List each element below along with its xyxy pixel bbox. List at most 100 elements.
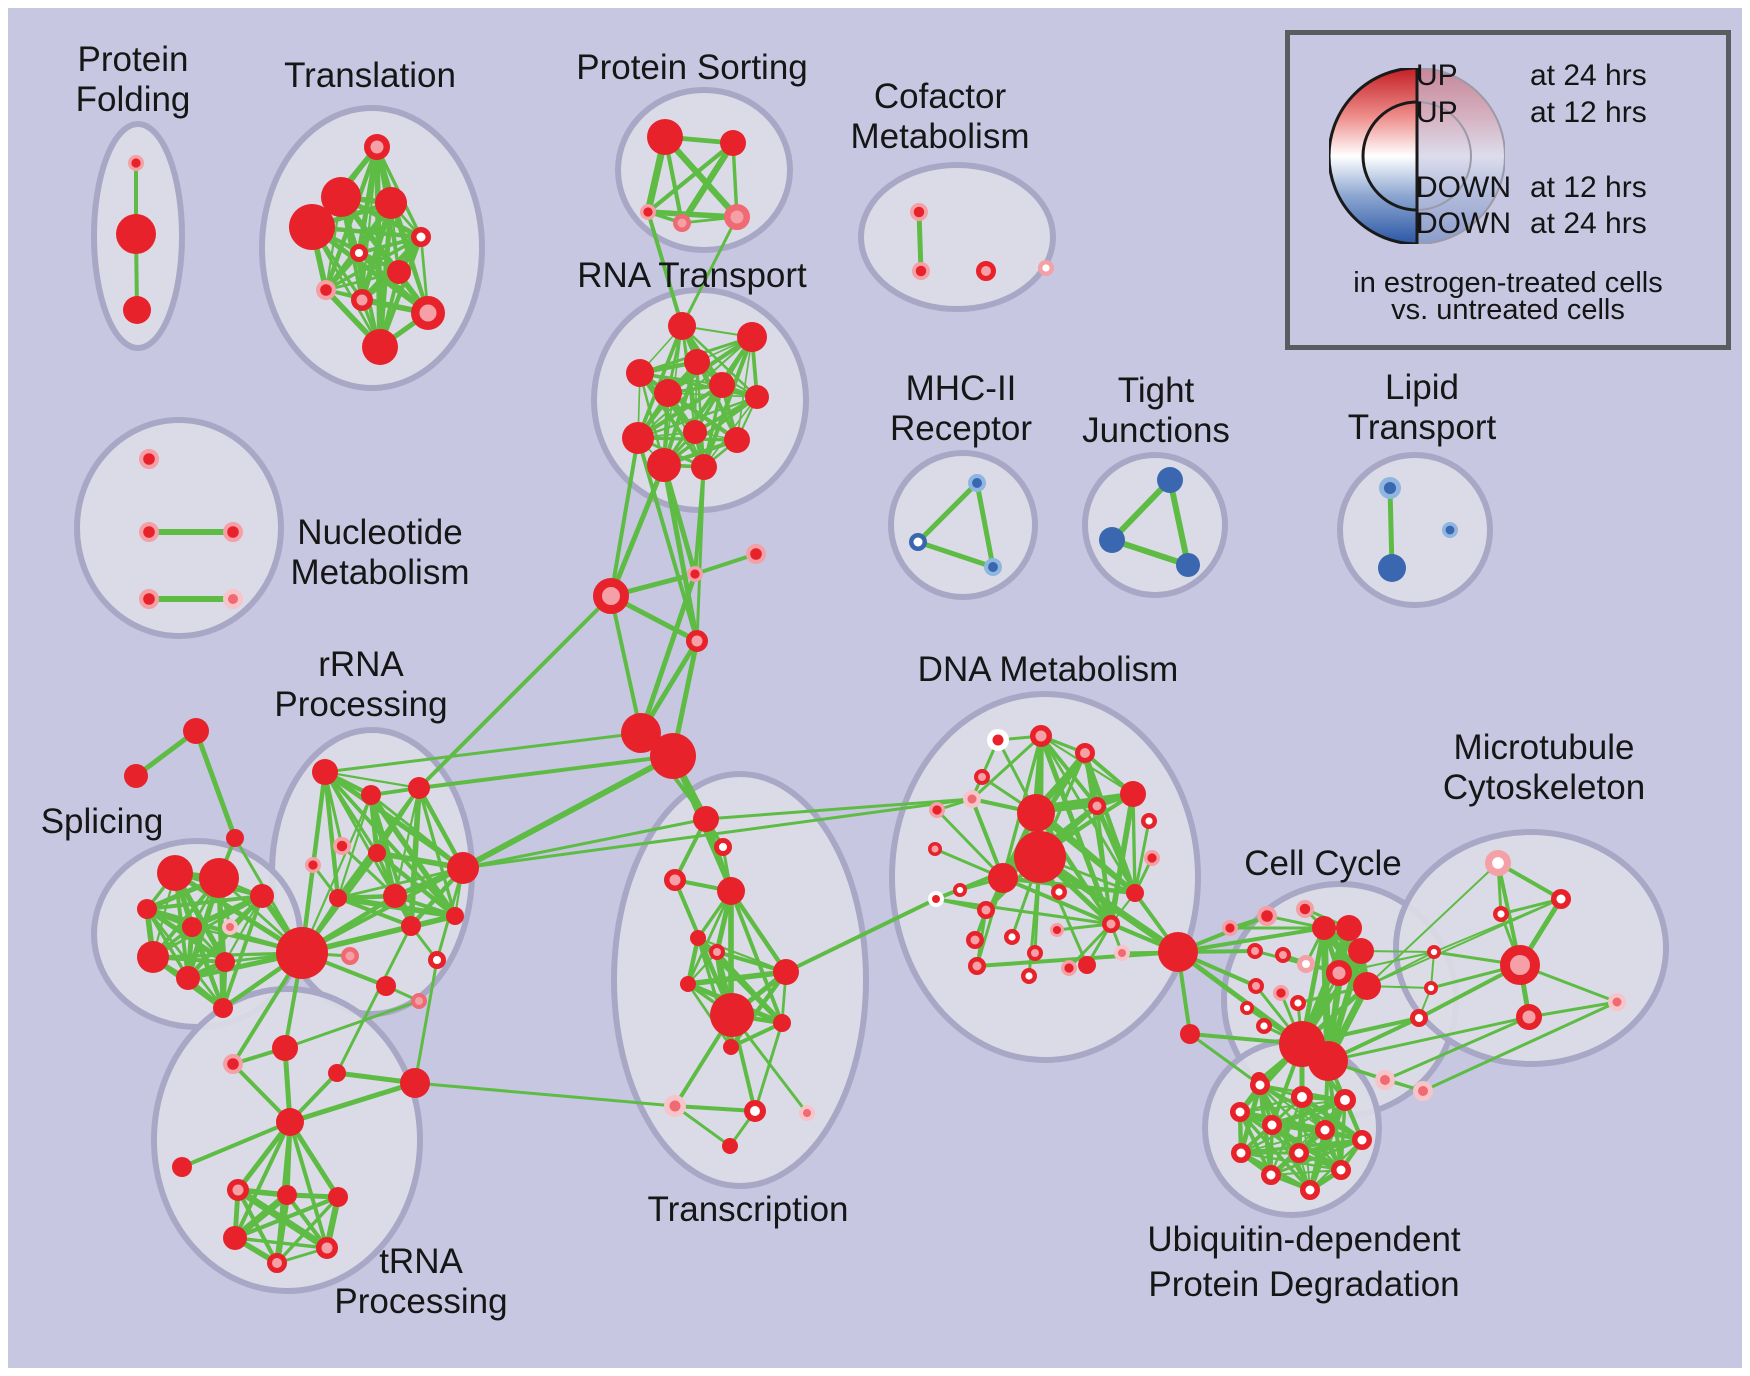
- node-82: [215, 952, 235, 972]
- edge: [336, 866, 465, 900]
- edge: [417, 786, 457, 918]
- edge: [299, 913, 458, 956]
- edge: [223, 894, 264, 964]
- node-67: [341, 947, 359, 965]
- cluster-label-cofactor-metabolism-line1: Cofactor: [873, 77, 1007, 116]
- edge: [935, 808, 1005, 880]
- node-23: [139, 449, 160, 470]
- node-97: [713, 837, 732, 856]
- edge: [645, 209, 740, 220]
- cluster-lipid-transport: [1337, 452, 1493, 608]
- edge: [374, 850, 458, 919]
- node-64: [401, 916, 421, 936]
- node-72: [124, 764, 148, 788]
- edge: [704, 797, 974, 821]
- edge: [753, 1021, 784, 1113]
- cluster-label-protein-folding-line2: Folding: [75, 80, 191, 119]
- edge: [695, 465, 706, 643]
- node-69: [411, 993, 427, 1009]
- node-169: [1250, 1075, 1270, 1095]
- node-96: [693, 806, 719, 832]
- edge: [151, 894, 264, 959]
- node-74: [157, 855, 193, 891]
- node-2: [123, 296, 151, 324]
- node-128: [1049, 922, 1064, 937]
- node-102: [680, 976, 696, 992]
- edge: [1175, 949, 1305, 1047]
- edge: [300, 793, 373, 955]
- node-103: [773, 959, 799, 985]
- node-162: [1492, 906, 1509, 923]
- node-73: [226, 829, 244, 847]
- node-59: [304, 856, 321, 873]
- edge: [638, 371, 706, 469]
- node-166: [1500, 945, 1540, 985]
- edge: [287, 1119, 341, 1200]
- node-142: [1336, 915, 1362, 941]
- node-19: [910, 202, 929, 221]
- edge: [729, 889, 784, 1025]
- node-92: [328, 1187, 348, 1207]
- node-110: [963, 790, 981, 808]
- edge: [145, 894, 264, 911]
- edge: [686, 889, 733, 986]
- edge: [715, 950, 784, 1025]
- cluster-label-rna-transport-line1: RNA Transport: [577, 256, 807, 295]
- node-172: [1334, 1089, 1357, 1112]
- node-35: [1378, 554, 1406, 582]
- node-46: [724, 427, 750, 453]
- node-184: [1061, 959, 1078, 976]
- node-150: [1273, 984, 1290, 1001]
- cluster-label-protein-folding-line1: Protein: [77, 40, 189, 79]
- node-152: [1255, 1018, 1272, 1035]
- node-0: [127, 154, 144, 171]
- edge: [323, 770, 457, 918]
- node-136: [1078, 956, 1096, 974]
- node-51: [745, 543, 766, 564]
- node-12: [411, 296, 445, 330]
- node-125: [1050, 884, 1067, 901]
- node-177: [1289, 1143, 1309, 1163]
- legend-note-line2: vs. untreated cells: [1391, 294, 1625, 326]
- cluster-label-cell-cycle-line1: Cell Cycle: [1244, 844, 1402, 883]
- node-121: [988, 863, 1018, 893]
- node-101: [709, 944, 725, 960]
- node-120: [1014, 831, 1066, 883]
- node-104: [710, 993, 754, 1037]
- edge: [235, 1187, 280, 1266]
- node-90: [227, 1179, 249, 1201]
- node-43: [745, 385, 769, 409]
- cluster-label-translation-line1: Translation: [284, 56, 456, 95]
- node-49: [593, 578, 629, 614]
- edge: [340, 844, 397, 898]
- edge: [193, 728, 238, 841]
- node-40: [626, 359, 654, 387]
- node-54: [650, 733, 696, 779]
- node-113: [1030, 725, 1052, 747]
- node-111: [928, 891, 944, 907]
- cluster-label-lipid-transport-line1: Lipid: [1385, 368, 1459, 407]
- node-13: [362, 329, 398, 365]
- node-181: [722, 1138, 738, 1154]
- node-7: [411, 227, 431, 247]
- cluster-label-dna-metabolism-line1: DNA Metabolism: [917, 650, 1179, 689]
- node-133: [966, 931, 984, 949]
- node-80: [137, 941, 169, 973]
- cluster-mhc-ii-receptor: [888, 450, 1038, 600]
- node-30: [984, 558, 1003, 577]
- edge: [284, 1192, 330, 1251]
- edge: [636, 436, 699, 643]
- cluster-label-mhc-ii-receptor-line1: MHC-II: [905, 369, 1017, 408]
- edge: [608, 462, 667, 599]
- node-149: [1248, 978, 1264, 994]
- edge: [680, 215, 739, 328]
- edge: [1239, 1151, 1343, 1172]
- node-89: [172, 1157, 192, 1177]
- edge: [916, 209, 924, 274]
- node-84: [272, 1035, 298, 1061]
- edge: [1421, 1000, 1619, 1093]
- node-140: [1296, 900, 1315, 919]
- node-143: [1348, 938, 1374, 964]
- node-31: [1157, 467, 1183, 493]
- node-114: [1075, 743, 1095, 763]
